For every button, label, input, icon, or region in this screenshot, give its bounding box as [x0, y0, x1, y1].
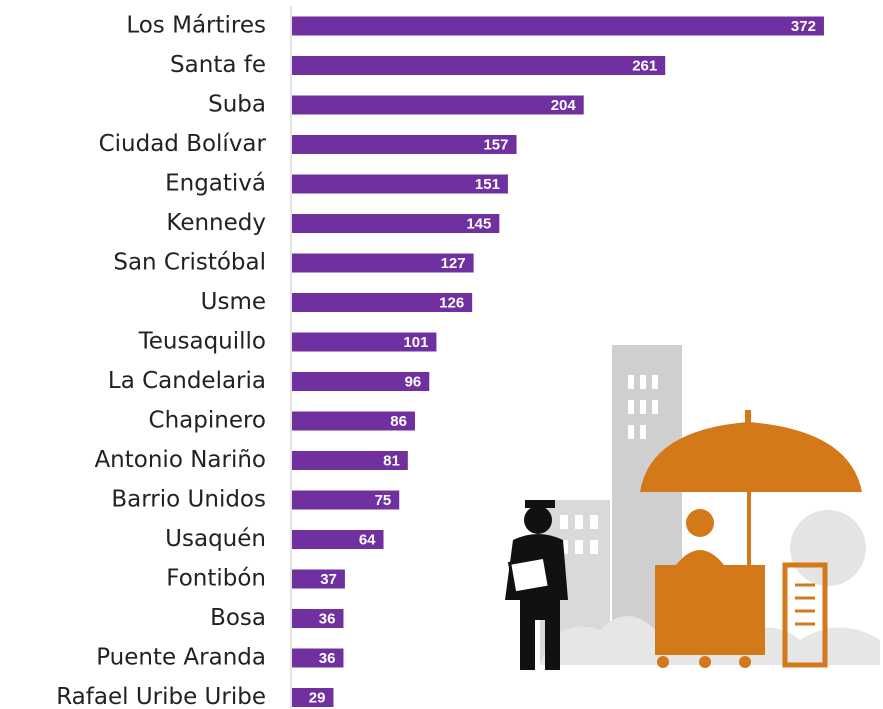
category-label: Antonio Nariño	[94, 447, 266, 473]
category-label: Santa fe	[170, 52, 266, 78]
value-label: 157	[483, 136, 508, 153]
value-label: 126	[439, 294, 464, 311]
value-label: 96	[405, 373, 422, 390]
category-label: Usaquén	[165, 526, 266, 552]
value-label: 75	[375, 492, 392, 509]
value-label: 37	[320, 571, 337, 588]
bar	[292, 17, 824, 36]
category-label: Kennedy	[166, 210, 266, 236]
category-label: La Candelaria	[108, 368, 266, 394]
bar	[292, 56, 665, 75]
value-label: 204	[551, 97, 577, 114]
value-label: 36	[319, 650, 336, 667]
value-label: 86	[390, 413, 407, 430]
value-label: 64	[359, 531, 376, 548]
category-label: Engativá	[165, 171, 266, 197]
page: {"chart_data":{"type":"bar","orientation…	[0, 0, 883, 709]
category-label: San Cristóbal	[113, 250, 266, 276]
value-label: 261	[632, 57, 657, 74]
category-label: Barrio Unidos	[111, 487, 266, 513]
illustration	[505, 345, 880, 670]
category-label: Chapinero	[149, 408, 266, 434]
value-label: 81	[383, 452, 400, 469]
value-label: 29	[309, 689, 326, 706]
bar	[292, 96, 584, 115]
value-label: 101	[403, 334, 428, 351]
category-label: Bosa	[210, 605, 266, 631]
value-label: 145	[466, 215, 491, 232]
category-label: Ciudad Bolívar	[99, 131, 267, 157]
category-label: Fontibón	[166, 566, 266, 592]
category-label: Usme	[201, 289, 266, 315]
category-label: Teusaquillo	[138, 329, 266, 355]
value-label: 151	[475, 176, 500, 193]
category-label: Suba	[208, 92, 266, 118]
chart: Los Mártires 372 Santa fe 261 Suba 204 Ciudad …	[0, 0, 883, 709]
category-label: Puente Aranda	[96, 645, 266, 671]
value-label: 372	[791, 18, 816, 35]
value-label: 127	[441, 255, 466, 272]
category-label: Rafael Uribe Uribe	[56, 684, 266, 709]
bar	[292, 649, 343, 668]
category-label: Los Mártires	[126, 13, 266, 39]
value-label: 36	[319, 610, 336, 627]
bar	[292, 570, 345, 589]
bar	[292, 609, 343, 628]
